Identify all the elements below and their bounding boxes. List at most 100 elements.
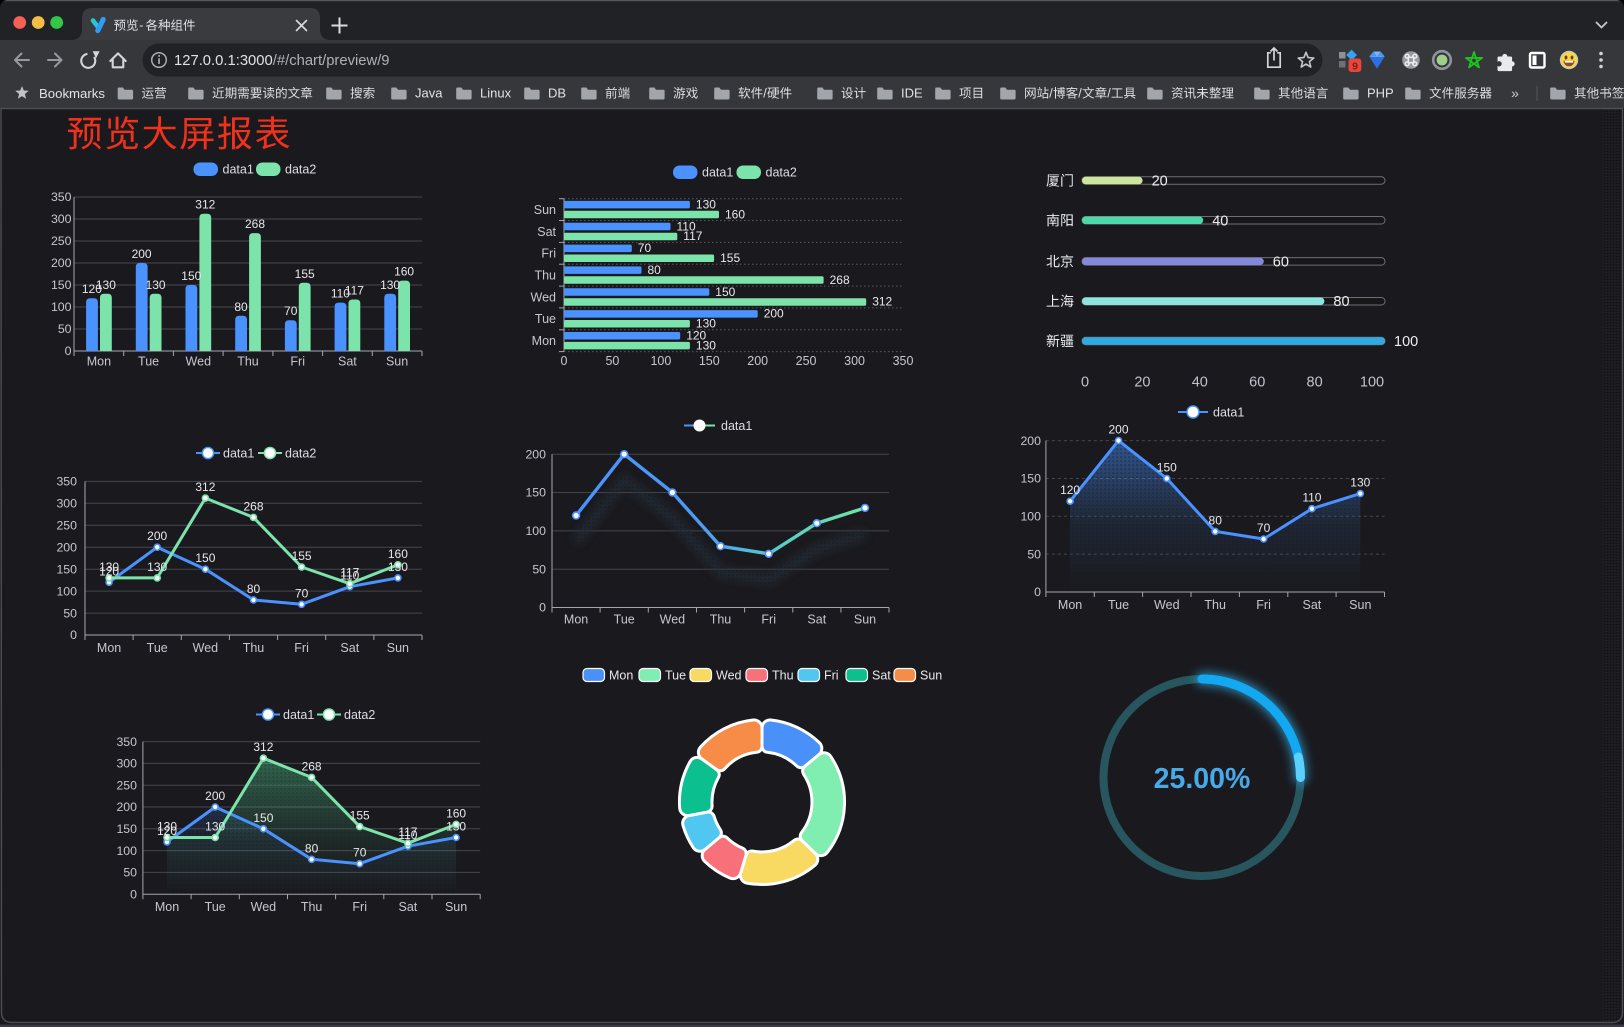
svg-text:100: 100	[116, 844, 137, 858]
svg-text:Java: Java	[415, 86, 443, 101]
svg-text:Tue: Tue	[535, 312, 556, 326]
svg-text:100: 100	[56, 584, 77, 598]
svg-text:Sat: Sat	[872, 669, 891, 683]
svg-text:130: 130	[696, 317, 716, 331]
svg-text:Tue: Tue	[1108, 598, 1129, 612]
svg-text:Sun: Sun	[920, 669, 942, 683]
svg-text:117: 117	[683, 229, 702, 243]
svg-text:0: 0	[130, 887, 137, 901]
svg-text:data2: data2	[344, 708, 375, 722]
svg-text:Thu: Thu	[243, 641, 265, 655]
svg-text:Sun: Sun	[854, 613, 876, 627]
svg-text:Thu: Thu	[237, 355, 259, 369]
svg-text:Fri: Fri	[1256, 598, 1271, 612]
svg-text:250: 250	[51, 234, 72, 248]
svg-text:150: 150	[715, 285, 735, 299]
svg-text:50: 50	[1027, 547, 1041, 561]
svg-text:Thu: Thu	[301, 900, 323, 914]
svg-text:/: /	[1078, 87, 1082, 101]
svg-text:Tue: Tue	[147, 641, 168, 655]
svg-text:300: 300	[116, 757, 137, 771]
svg-text:312: 312	[195, 198, 215, 212]
svg-text:250: 250	[116, 778, 137, 792]
svg-text:Mon: Mon	[97, 641, 121, 655]
svg-text:data1: data1	[702, 166, 733, 180]
svg-text:data2: data2	[285, 163, 316, 177]
svg-text:/: /	[763, 87, 767, 101]
svg-text:0: 0	[561, 354, 568, 368]
svg-text:Sun: Sun	[445, 900, 467, 914]
svg-text:data1: data1	[223, 446, 254, 460]
svg-text:/: /	[1107, 87, 1111, 101]
svg-text:155: 155	[295, 267, 315, 281]
svg-text:80: 80	[247, 582, 261, 596]
svg-text:Mon: Mon	[609, 669, 633, 683]
svg-text:250: 250	[56, 519, 77, 533]
svg-text:Linux: Linux	[480, 86, 512, 101]
svg-text:9: 9	[1352, 61, 1358, 73]
svg-text:130: 130	[205, 820, 225, 834]
svg-text:100: 100	[1020, 510, 1041, 524]
svg-text:Tue: Tue	[665, 669, 686, 683]
svg-text:350: 350	[116, 735, 137, 749]
svg-text:70: 70	[1257, 521, 1271, 535]
svg-text:Sun: Sun	[1349, 598, 1371, 612]
svg-text:data1: data1	[721, 419, 752, 433]
svg-text:Sun: Sun	[534, 203, 556, 217]
svg-text:150: 150	[56, 562, 77, 576]
svg-text:Fri: Fri	[352, 900, 367, 914]
svg-text:Sat: Sat	[399, 900, 418, 914]
svg-text:»: »	[1511, 85, 1519, 101]
svg-text:200: 200	[132, 247, 152, 261]
svg-text:70: 70	[295, 586, 309, 600]
svg-text:Wed: Wed	[660, 613, 686, 627]
svg-text:PHP: PHP	[1367, 86, 1394, 101]
svg-text:Fri: Fri	[824, 669, 839, 683]
svg-text:117: 117	[340, 566, 359, 580]
svg-text:50: 50	[605, 354, 619, 368]
svg-text:data1: data1	[283, 708, 314, 722]
svg-text:268: 268	[243, 499, 263, 513]
svg-text:160: 160	[388, 547, 408, 561]
svg-text:80: 80	[648, 263, 662, 277]
svg-text:70: 70	[638, 241, 652, 255]
svg-text:130: 130	[1350, 476, 1370, 490]
svg-text:110: 110	[340, 569, 359, 583]
svg-text:150: 150	[116, 822, 137, 836]
svg-text:100: 100	[1360, 375, 1384, 391]
svg-text:data1: data1	[1213, 405, 1244, 419]
svg-text:IDE: IDE	[901, 86, 923, 101]
svg-text:100: 100	[51, 300, 72, 314]
svg-text:130: 130	[146, 278, 166, 292]
svg-text:Wed: Wed	[716, 669, 742, 683]
svg-text:Thu: Thu	[772, 669, 794, 683]
svg-text:127.0.0.1:3000/#/chart/preview: 127.0.0.1:3000/#/chart/preview/9	[174, 53, 390, 69]
svg-text:80: 80	[305, 841, 319, 855]
svg-text:50: 50	[58, 322, 72, 336]
svg-text:200: 200	[116, 800, 137, 814]
svg-text:150: 150	[699, 354, 720, 368]
svg-text:Wed: Wed	[251, 900, 277, 914]
svg-text:Bookmarks: Bookmarks	[39, 86, 105, 101]
svg-text:Sat: Sat	[1303, 598, 1322, 612]
svg-text:200: 200	[747, 354, 768, 368]
svg-text:250: 250	[796, 354, 817, 368]
svg-text:110: 110	[398, 828, 417, 842]
svg-text:150: 150	[1020, 472, 1041, 486]
svg-text:200: 200	[56, 540, 77, 554]
svg-text:Sat: Sat	[338, 355, 357, 369]
svg-text:0: 0	[539, 601, 546, 615]
svg-text:200: 200	[764, 307, 784, 321]
svg-text:130: 130	[388, 560, 408, 574]
svg-text:120: 120	[82, 282, 102, 296]
svg-text:150: 150	[525, 486, 546, 500]
svg-text:110: 110	[677, 219, 696, 233]
svg-text:50: 50	[63, 606, 77, 620]
svg-text:200: 200	[205, 789, 225, 803]
svg-text:40: 40	[1212, 213, 1228, 229]
svg-text:130: 130	[446, 820, 466, 834]
svg-text:150: 150	[1157, 461, 1177, 475]
svg-text:117: 117	[345, 284, 364, 298]
svg-text:Mon: Mon	[1058, 598, 1082, 612]
svg-text:Mon: Mon	[564, 613, 588, 627]
